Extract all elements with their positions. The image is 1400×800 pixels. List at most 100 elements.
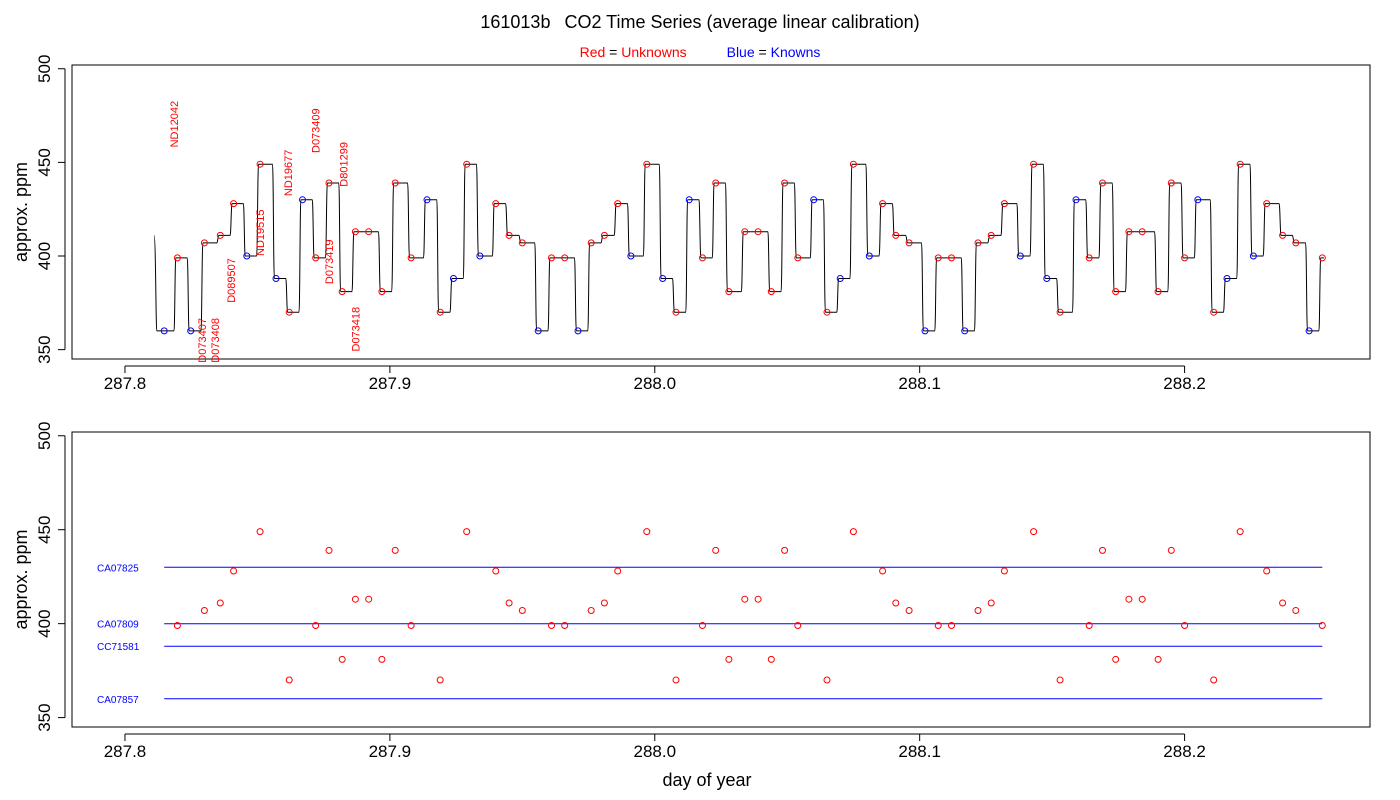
unknown-point-marker xyxy=(794,254,802,262)
unknown-scatter-point xyxy=(391,546,399,554)
unknown-point-marker xyxy=(1292,239,1300,247)
unknown-point-marker xyxy=(365,228,373,236)
unknown-scatter-point xyxy=(879,567,887,575)
unknown-scatter-point xyxy=(436,676,444,684)
legend-blue-equals: = xyxy=(758,44,767,60)
unknown-scatter-point xyxy=(561,622,569,629)
unknown-point-marker xyxy=(561,254,569,262)
legend-blue-word: Blue xyxy=(726,44,755,60)
unknown-point-marker xyxy=(1099,179,1106,187)
unknown-point-marker xyxy=(1000,200,1008,208)
known-point-marker xyxy=(865,252,873,260)
unknown-scatter-point xyxy=(699,622,706,629)
bottom-x-tick-label: 288.1 xyxy=(898,742,941,761)
unknown-point-marker xyxy=(548,254,555,262)
top-x-tick-label: 287.9 xyxy=(369,374,412,393)
sample-id-label: ND19677 xyxy=(283,150,295,196)
reference-line-label: CA07809 xyxy=(97,620,139,631)
lower-panel: 287.8 287.9 288.0 288.1 288.2 350 400 450 500 app… xyxy=(11,422,1371,761)
bottom-y-tick-label: 400 xyxy=(35,609,54,637)
unknown-point-marker xyxy=(256,160,264,168)
unknown-point-marker xyxy=(1279,231,1287,239)
unknown-point-marker xyxy=(338,288,346,296)
sample-id-label: D801299 xyxy=(339,142,351,187)
unknown-scatter-point xyxy=(378,655,386,663)
unknown-point-marker xyxy=(643,160,651,168)
known-point-marker xyxy=(627,252,635,260)
top-y-axis-label: approx. ppm xyxy=(11,162,31,262)
known-point-marker xyxy=(1194,196,1202,204)
known-point-marker xyxy=(1249,252,1257,260)
unknown-scatter-point xyxy=(741,595,749,603)
unknown-scatter-point xyxy=(173,622,181,629)
reference-line-label: CC71581 xyxy=(97,642,140,653)
unknown-point-marker xyxy=(712,179,720,187)
unknown-scatter-point xyxy=(725,655,733,663)
unknown-scatter-point xyxy=(1000,567,1008,575)
bottom-x-tick-label: 288.0 xyxy=(634,742,677,761)
unknown-point-marker xyxy=(1167,179,1175,187)
unknown-scatter-point xyxy=(285,676,293,684)
unknown-point-marker xyxy=(587,239,595,247)
known-point-marker xyxy=(450,275,457,282)
bottom-y-axis-label: approx. ppm xyxy=(11,529,31,629)
known-point-marker xyxy=(187,327,195,335)
bottom-x-tick-label: 287.8 xyxy=(104,742,147,761)
unknown-point-marker xyxy=(767,288,775,296)
unknown-point-marker xyxy=(754,228,762,236)
unknown-point-marker xyxy=(216,231,224,239)
unknown-point-marker xyxy=(1085,254,1093,262)
unknown-scatter-point xyxy=(216,599,224,607)
unknown-point-marker xyxy=(200,239,208,247)
unknown-scatter-point xyxy=(1263,567,1271,575)
legend-knowns: Blue = Knowns xyxy=(727,44,821,60)
unknown-scatter-point xyxy=(325,546,333,554)
known-point-marker xyxy=(476,252,484,260)
chart-date-code: 161013b xyxy=(480,12,551,32)
unknown-scatter-point xyxy=(934,622,942,629)
unknown-point-marker xyxy=(407,254,415,262)
top-y-tick-label: 450 xyxy=(35,148,54,176)
unknown-scatter-point xyxy=(492,567,500,575)
unknown-scatter-point xyxy=(1279,599,1287,607)
top-y-tick-label: 400 xyxy=(35,242,54,270)
known-point-marker xyxy=(810,196,818,204)
bottom-y-tick-label: 500 xyxy=(35,422,54,450)
chart-legend: Red = Unknowns Blue = Knowns xyxy=(0,44,1400,60)
known-point-marker xyxy=(1016,252,1024,260)
known-point-marker xyxy=(534,327,542,335)
unknown-point-marker xyxy=(312,254,320,262)
unknown-scatter-point xyxy=(905,607,913,614)
chart-title: 161013b CO2 Time Series (average linear c… xyxy=(0,12,1400,33)
unknown-scatter-point xyxy=(1292,607,1300,614)
unknown-scatter-point xyxy=(781,546,789,554)
unknown-point-marker xyxy=(974,239,982,247)
unknown-point-marker xyxy=(325,179,333,187)
unknown-point-marker xyxy=(600,231,608,239)
known-point-marker xyxy=(1043,275,1051,282)
bottom-y-tick-label: 450 xyxy=(35,516,54,544)
unknown-point-marker xyxy=(1112,288,1120,296)
unknown-scatter-point xyxy=(794,622,802,629)
unknown-scatter-point xyxy=(754,595,762,603)
unknown-point-marker xyxy=(378,288,386,296)
known-point-marker xyxy=(423,196,431,204)
unknown-point-marker xyxy=(879,200,887,208)
legend-unknowns: Red = Unknowns xyxy=(580,44,687,60)
unknown-point-marker xyxy=(1263,200,1271,208)
known-point-marker xyxy=(574,327,582,335)
unknown-point-marker xyxy=(1056,308,1064,316)
unknown-scatter-point xyxy=(974,607,982,614)
unknown-scatter-point xyxy=(672,676,680,684)
unknown-scatter-point xyxy=(948,622,955,629)
unknown-scatter-point xyxy=(1210,676,1218,684)
known-point-marker xyxy=(299,196,306,204)
unknown-scatter-point xyxy=(1112,655,1120,663)
known-point-marker xyxy=(160,327,168,335)
unknown-scatter-point xyxy=(1236,528,1244,536)
unknown-point-marker xyxy=(1318,254,1326,262)
unknown-scatter-point xyxy=(614,567,622,575)
top-x-tick-label: 287.8 xyxy=(104,374,147,393)
unknown-point-marker xyxy=(492,200,500,208)
